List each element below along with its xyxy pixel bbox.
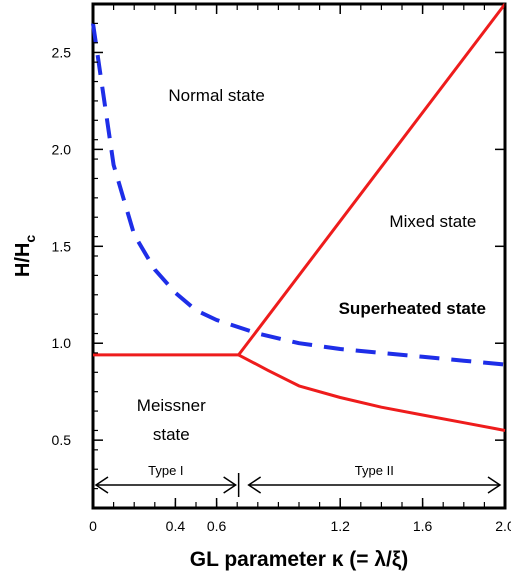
y-tick-label: 1.5 — [52, 238, 72, 254]
type-range-label: Type I — [148, 463, 183, 478]
series-line-2 — [237, 3, 507, 356]
x-tick-label: 0.6 — [207, 518, 227, 534]
x-tick-label: 0.4 — [166, 518, 186, 534]
y-tick-label: 0.5 — [52, 432, 72, 448]
y-axis-title-main: H/H — [12, 243, 34, 277]
region-label: state — [153, 425, 190, 444]
x-tick-label: 1.6 — [413, 518, 433, 534]
arrow-head-right — [487, 476, 502, 494]
series-line-4 — [91, 23, 506, 367]
series-line-3 — [237, 353, 506, 432]
y-axis-title-subscript: c — [22, 235, 38, 243]
type-range-layer: Type I Type II — [94, 463, 502, 497]
y-tick-label: 2.5 — [52, 44, 72, 60]
y-tick-label: 2.0 — [52, 141, 72, 157]
region-label: Superheated state — [339, 299, 486, 318]
region-label: Normal state — [168, 86, 264, 105]
x-axis-title: GL parameter κ (= λ/ξ) — [190, 548, 409, 571]
arrow-head-right — [223, 476, 237, 494]
arrow-head-left — [94, 476, 109, 494]
type-range-label: Type II — [355, 463, 394, 478]
y-tick-label: 1.0 — [52, 335, 72, 351]
axes-layer: 0 0.4 0.6 1.2 1.6 2.0 0.5 1.0 1.5 2.0 2.5 GL parame… — [12, 4, 511, 571]
x-tick-label: 1.2 — [330, 518, 350, 534]
arrow-head-left — [247, 476, 262, 494]
curve-layer — [91, 3, 507, 432]
region-label: Meissner — [137, 396, 206, 415]
region-label: Mixed state — [389, 212, 476, 231]
x-tick-label: 0 — [89, 518, 97, 534]
y-axis-title: H/Hc — [12, 235, 38, 277]
annotation-layer: Normal state Mixed state Superheated state… — [137, 86, 486, 444]
x-tick-label: 2.0 — [495, 518, 511, 534]
